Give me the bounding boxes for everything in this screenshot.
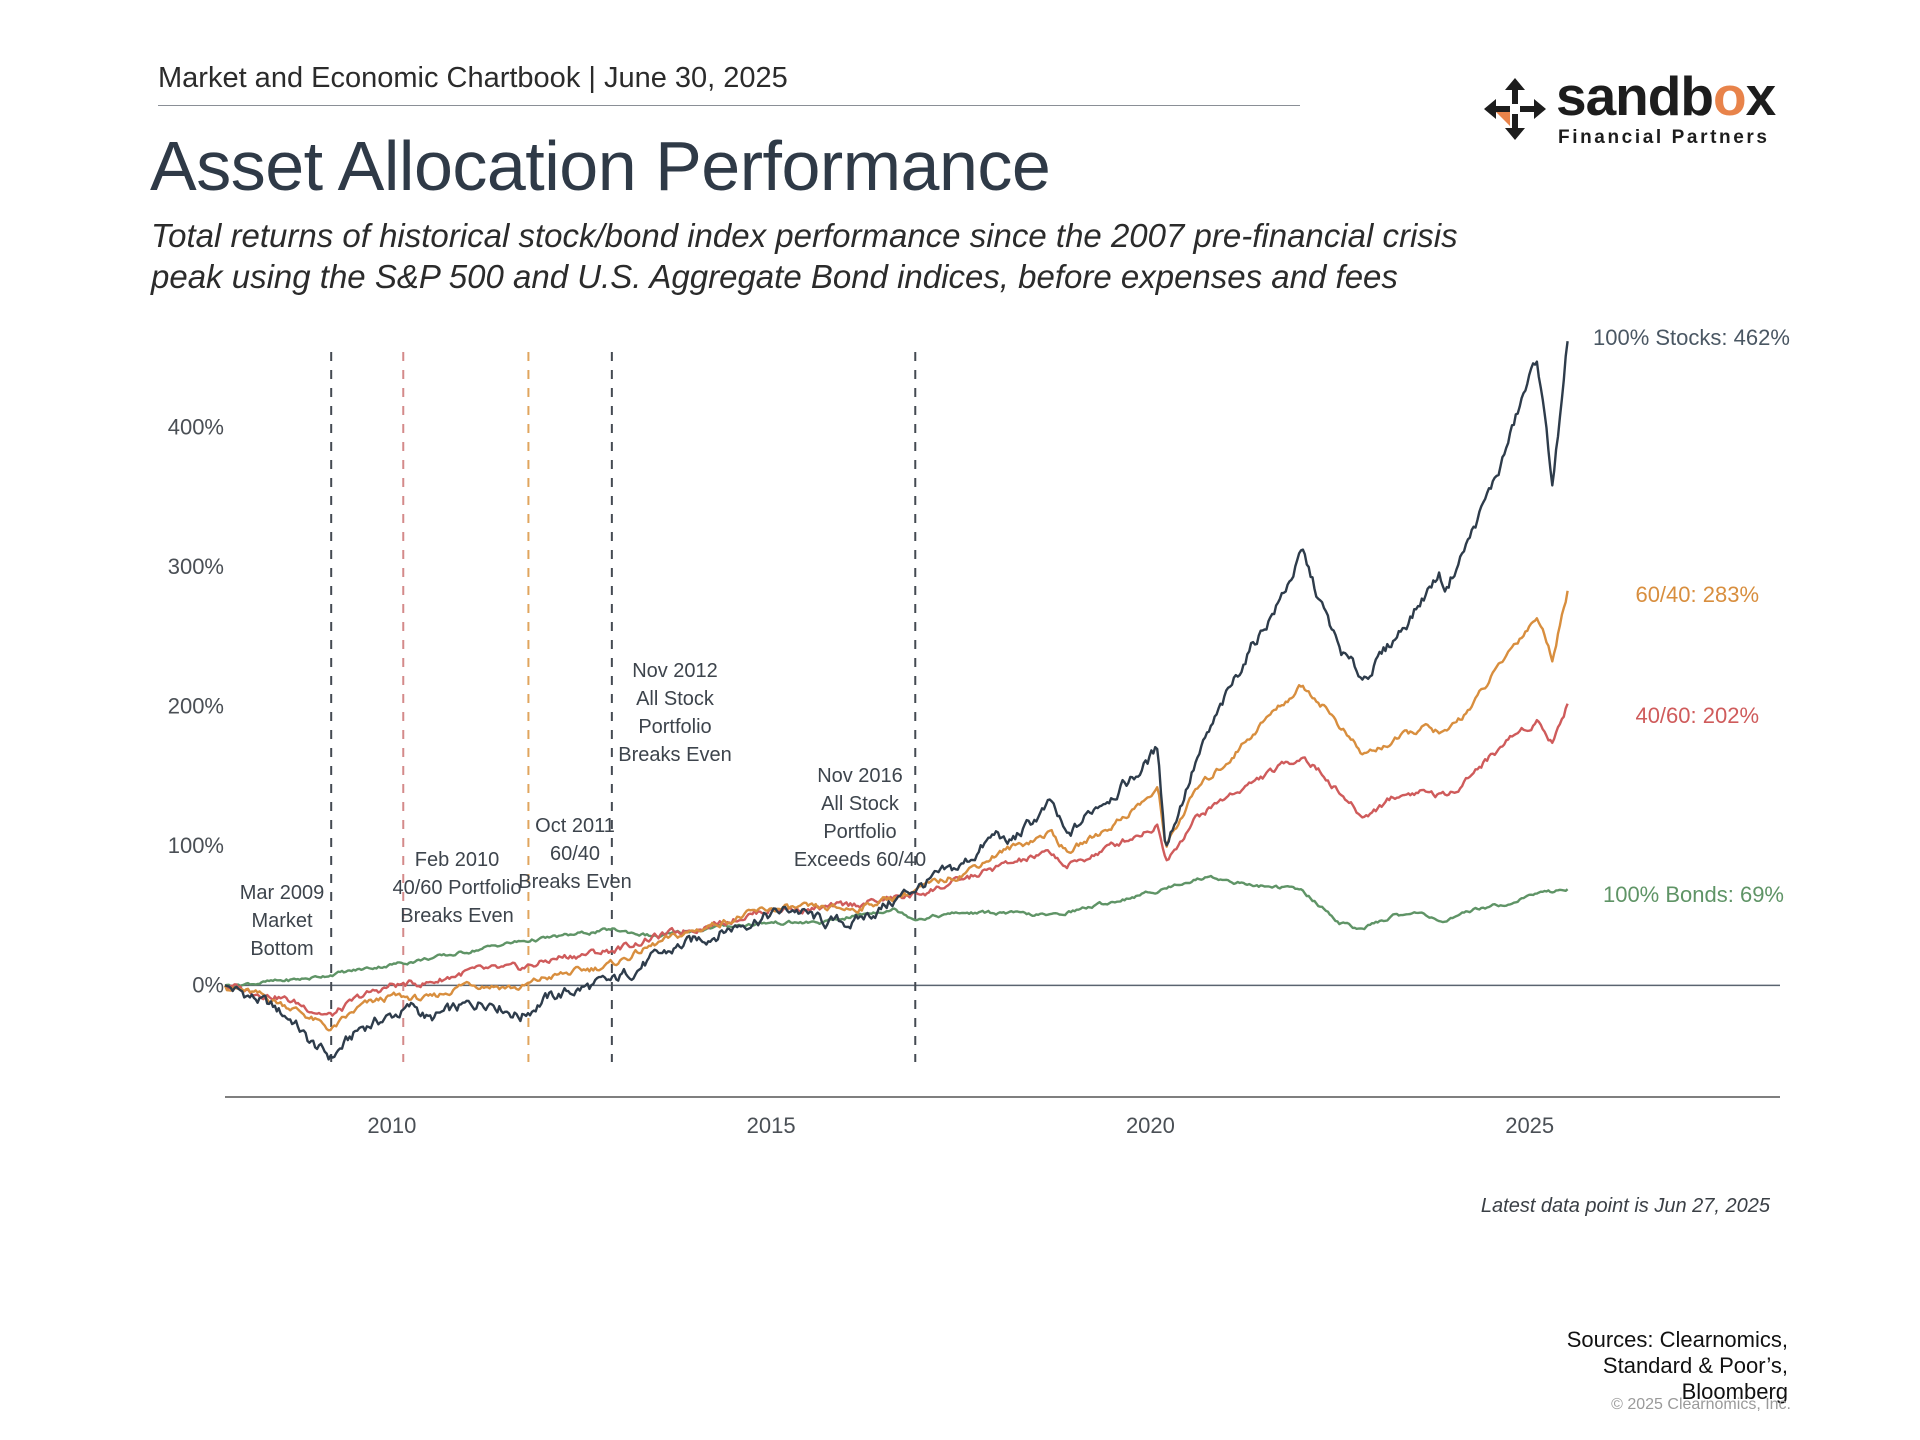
x-tick-label: 2020 xyxy=(1126,1113,1175,1138)
event-annotation: Bottom xyxy=(250,938,313,960)
event-annotation: Breaks Even xyxy=(618,744,731,766)
x-tick-label: 2010 xyxy=(367,1113,416,1138)
y-tick-label: 100% xyxy=(168,833,224,858)
event-annotation: Portfolio xyxy=(638,716,711,738)
event-annotation: All Stock xyxy=(821,793,900,815)
event-annotation: All Stock xyxy=(636,688,715,710)
series-end-label: 100% Bonds: 69% xyxy=(1603,882,1784,907)
chartbook-header: Market and Economic Chartbook | June 30,… xyxy=(158,62,788,94)
subtitle-line-2: peak using the S&P 500 and U.S. Aggregat… xyxy=(151,258,1398,295)
logo-wordmark: sandbox xyxy=(1556,65,1776,127)
event-annotation: Nov 2012 xyxy=(632,660,718,682)
sources-note: Sources: Clearnomics, Standard & Poor’s,… xyxy=(1567,1327,1788,1405)
latest-data-note: Latest data point is Jun 27, 2025 xyxy=(1480,1195,1770,1217)
page-title: Asset Allocation Performance xyxy=(150,127,1051,205)
y-tick-label: 400% xyxy=(168,415,224,440)
series-line xyxy=(224,341,1569,1061)
event-annotation: Feb 2010 xyxy=(415,849,500,871)
series-line xyxy=(224,874,1569,988)
event-annotation: 40/60 Portfolio xyxy=(393,877,522,899)
source-line: Bloomberg xyxy=(1681,1379,1788,1404)
page-subtitle: Total returns of historical stock/bond i… xyxy=(151,215,1601,297)
x-tick-label: 2015 xyxy=(747,1113,796,1138)
series-line xyxy=(224,703,1569,1017)
event-annotation: Breaks Even xyxy=(518,871,631,893)
y-tick-label: 300% xyxy=(168,554,224,579)
source-line: Standard & Poor’s, xyxy=(1602,1353,1788,1378)
subtitle-line-1: Total returns of historical stock/bond i… xyxy=(151,217,1458,254)
event-annotation: Breaks Even xyxy=(400,905,513,927)
four-arrows-icon xyxy=(1484,78,1546,140)
event-annotation: Mar 2009 xyxy=(240,882,325,904)
event-annotation: 60/40 xyxy=(550,843,600,865)
series-end-label: 60/40: 283% xyxy=(1635,582,1759,607)
series-end-label: 40/60: 202% xyxy=(1635,703,1759,728)
event-annotation: Nov 2016 xyxy=(817,765,903,787)
logo-subtitle: Financial Partners xyxy=(1558,127,1770,148)
series-end-label: 100% Stocks: 462% xyxy=(1593,325,1790,350)
event-annotation: Exceeds 60/40 xyxy=(794,849,926,871)
y-tick-label: 200% xyxy=(168,694,224,719)
event-annotation: Oct 2011 xyxy=(535,815,615,837)
event-annotation: Market xyxy=(251,910,313,932)
header-divider xyxy=(158,105,1300,106)
x-tick-label: 2025 xyxy=(1505,1113,1554,1138)
event-annotation: Portfolio xyxy=(823,821,896,843)
source-line: Sources: Clearnomics, xyxy=(1566,1327,1788,1352)
company-logo: sandbox Financial Partners xyxy=(1482,65,1782,160)
copyright-note: © 2025 Clearnomics, Inc. xyxy=(1611,1396,1791,1413)
y-tick-label: 0% xyxy=(192,972,224,997)
